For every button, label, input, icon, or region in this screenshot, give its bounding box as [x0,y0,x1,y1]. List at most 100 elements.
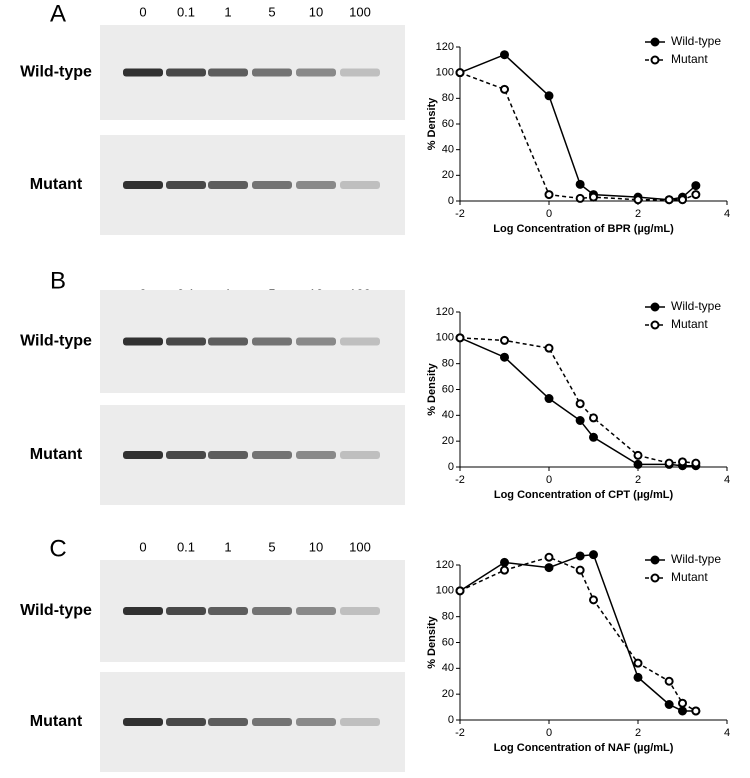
row-label: Wild-type [20,64,92,81]
data-point [500,335,509,345]
band [208,181,248,189]
series-line [459,337,696,464]
band [340,337,380,346]
y-tick-label: 20 [442,435,454,447]
band [208,68,248,77]
y-tick-label: 80 [442,92,454,104]
legend-label: Mutant [671,317,708,331]
data-point [633,672,643,682]
band [123,718,163,726]
band [166,181,206,189]
data-point [575,551,585,561]
lane-label: 0 [139,539,146,554]
y-tick-label: 60 [442,636,454,648]
data-point [678,457,687,467]
data-point [589,595,598,605]
legend-label: Mutant [671,570,708,584]
y-axis-label: % Density [426,615,438,668]
legend-marker [650,573,660,583]
y-tick-label: 100 [436,67,454,79]
data-point [664,676,674,686]
x-axis-label: Log Concentration of CPT (µg/mL) [494,489,674,501]
data-point [691,190,701,200]
legend-marker [650,55,660,65]
band [296,451,336,459]
panel-letter: A [50,0,66,27]
x-axis-label: Log Concentration of NAF (µg/mL) [494,742,674,754]
y-tick-label: 100 [436,332,454,344]
band [340,451,380,459]
y-tick-label: 40 [442,409,454,421]
series-line [459,53,697,201]
row-label: Mutant [30,713,83,730]
band [252,718,292,726]
x-tick-label: 2 [635,727,641,739]
x-tick-label: -2 [455,474,465,486]
lane-label: 0.1 [177,4,195,19]
legend-marker [650,302,660,312]
legend-marker [650,37,660,47]
legend-marker [650,320,660,330]
band [296,181,336,189]
data-point [589,550,598,560]
band [166,451,206,459]
band [123,68,163,77]
lane-label: 0 [139,4,146,19]
legend-label: Wild-type [671,299,721,313]
row-label: Wild-type [20,602,92,619]
y-tick-label: 120 [436,41,454,53]
data-point [455,586,465,596]
band [340,68,380,77]
x-tick-label: 2 [635,474,641,486]
band [166,607,206,615]
lane-label: 5 [268,539,275,554]
data-point [455,68,465,78]
data-point [544,91,554,101]
data-point [691,706,701,716]
x-tick-label: 0 [546,727,552,739]
band [166,718,206,726]
band [252,181,292,189]
legend-label: Mutant [671,52,708,66]
lane-label: 100 [349,4,371,19]
band [296,607,336,615]
lane-label: 0.1 [177,539,195,554]
data-point [575,179,585,189]
legend-label: Wild-type [671,552,721,566]
data-point [633,658,643,668]
y-axis-label: % Density [426,97,438,150]
data-point [500,50,509,60]
data-point [575,565,585,575]
y-tick-label: 100 [436,585,454,597]
data-point [691,458,701,468]
y-tick-label: 80 [442,358,454,370]
row-label: Mutant [30,446,83,463]
panel-letter: B [50,267,66,294]
lane-label: 100 [349,539,371,554]
x-axis-label: Log Concentration of BPR (µg/mL) [493,223,674,235]
data-point [664,195,674,205]
lane-label: 10 [309,4,323,19]
data-point [500,565,509,575]
band [252,68,292,77]
lane-label: 1 [224,539,231,554]
band [252,607,292,615]
data-point [455,333,465,343]
band [208,451,248,459]
band [296,337,336,346]
y-tick-label: 40 [442,662,454,674]
y-tick-label: 20 [442,688,454,700]
data-point [500,84,509,94]
band [296,68,336,77]
data-point [575,399,585,409]
band [340,607,380,615]
lane-label: 1 [224,4,231,19]
y-tick-label: 20 [442,169,454,181]
data-point [633,195,643,205]
lane-label: 5 [268,4,275,19]
y-tick-label: 60 [442,383,454,395]
x-tick-label: 4 [724,727,730,739]
band [166,337,206,346]
x-tick-label: 2 [635,208,641,220]
y-tick-label: 80 [442,611,454,623]
